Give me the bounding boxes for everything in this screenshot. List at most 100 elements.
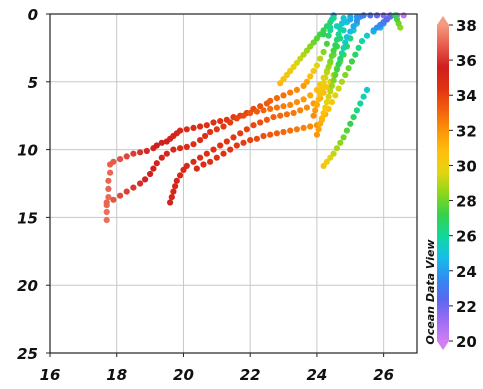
colorbar-tick-label: 30 xyxy=(456,157,477,175)
data-point xyxy=(350,114,357,121)
data-point xyxy=(223,138,230,145)
data-point xyxy=(247,137,254,144)
data-point xyxy=(317,90,324,98)
data-point xyxy=(320,31,327,38)
data-point xyxy=(347,28,354,35)
data-point xyxy=(353,13,360,20)
data-point xyxy=(280,128,287,136)
data-point xyxy=(303,78,310,85)
data-point xyxy=(290,109,297,117)
data-point xyxy=(105,185,112,192)
data-point xyxy=(197,123,204,130)
data-point xyxy=(123,153,130,160)
data-point xyxy=(327,27,334,34)
data-point xyxy=(358,38,366,45)
data-point xyxy=(360,12,367,19)
data-point xyxy=(158,139,165,146)
data-point xyxy=(190,124,197,131)
data-point xyxy=(323,23,330,30)
data-point xyxy=(110,196,117,203)
colorbar-tick-label: 22 xyxy=(456,298,477,316)
data-point xyxy=(387,13,394,20)
data-point xyxy=(227,146,234,153)
data-point xyxy=(330,150,337,157)
data-point xyxy=(158,154,165,161)
data-point xyxy=(233,115,240,122)
data-point xyxy=(105,194,112,201)
data-point xyxy=(300,124,307,131)
data-point xyxy=(350,23,357,30)
data-point xyxy=(183,126,190,133)
x-tick-label: 18 xyxy=(106,366,127,384)
data-point xyxy=(315,96,322,103)
data-point xyxy=(310,112,317,119)
data-point xyxy=(243,126,250,133)
colorbar: 20 22 24 26 28 30 32 34 36 38 Ocean Data View xyxy=(424,16,477,351)
data-point xyxy=(325,32,332,39)
plot-frame xyxy=(49,13,418,354)
colorbar-tick-label: 24 xyxy=(456,263,477,281)
data-point xyxy=(130,150,137,157)
data-point xyxy=(300,96,307,103)
data-point xyxy=(333,23,340,30)
grid xyxy=(49,13,417,354)
data-point xyxy=(303,104,310,111)
data-point xyxy=(203,122,210,129)
data-point xyxy=(110,158,117,165)
data-point xyxy=(240,112,247,119)
data-point xyxy=(323,69,330,76)
data-point xyxy=(325,63,332,70)
data-point xyxy=(342,71,349,79)
data-point xyxy=(293,99,300,106)
data-point xyxy=(323,99,330,106)
data-point xyxy=(293,126,300,133)
data-point xyxy=(167,199,174,206)
data-point xyxy=(220,123,227,130)
colorbar-min-cap xyxy=(437,341,449,350)
data-point xyxy=(287,67,294,75)
data-point xyxy=(333,66,340,73)
data-point xyxy=(328,52,335,60)
y-tick-label: 15 xyxy=(17,209,38,227)
x-axis: 16 18 20 22 24 26 xyxy=(40,353,394,384)
data-point xyxy=(183,143,190,150)
data-point xyxy=(270,114,277,121)
y-tick-label: 20 xyxy=(17,277,38,295)
data-point xyxy=(328,82,335,89)
data-point xyxy=(197,154,204,161)
data-point xyxy=(193,165,200,172)
data-point xyxy=(253,135,260,142)
data-point xyxy=(267,105,274,112)
data-point xyxy=(273,95,280,102)
data-point xyxy=(313,62,320,69)
data-point xyxy=(323,40,330,47)
data-point xyxy=(318,115,325,122)
data-point xyxy=(202,132,209,140)
data-point xyxy=(297,107,304,114)
data-point xyxy=(220,150,227,157)
data-point xyxy=(280,92,287,99)
data-point xyxy=(328,99,335,106)
data-point xyxy=(117,192,124,199)
data-point xyxy=(340,44,347,52)
data-point xyxy=(337,55,344,62)
data-point xyxy=(142,176,149,183)
data-point xyxy=(170,146,177,153)
data-point xyxy=(312,107,319,114)
data-point xyxy=(320,48,327,56)
data-point xyxy=(210,146,217,153)
data-point xyxy=(332,71,339,79)
colorbar-tick-label: 34 xyxy=(456,87,477,105)
data-point xyxy=(190,141,197,148)
data-point xyxy=(347,120,354,127)
data-point xyxy=(338,50,345,57)
data-point xyxy=(360,93,367,100)
data-point xyxy=(210,119,217,126)
data-point xyxy=(340,134,347,141)
colorbar-tick-label: 36 xyxy=(456,52,477,70)
y-tick-label: 10 xyxy=(17,142,38,160)
data-points xyxy=(103,12,407,224)
data-point xyxy=(233,142,240,149)
data-point xyxy=(320,80,327,87)
data-point xyxy=(357,100,364,107)
